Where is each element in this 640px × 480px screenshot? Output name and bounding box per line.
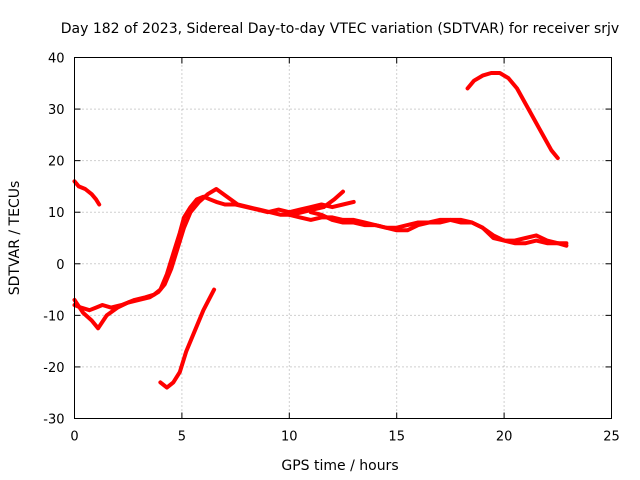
chart-title: Day 182 of 2023, Sidereal Day-to-day VTE… (61, 21, 619, 37)
y-tick-label: -30 (43, 413, 64, 428)
y-tick-label: -20 (43, 361, 64, 376)
y-tick-label: -10 (43, 309, 64, 324)
series-arc-g (465, 71, 560, 161)
y-tick-label: 0 (56, 258, 64, 273)
y-axis-title: SDTVAR / TECUs (7, 181, 23, 296)
y-tick-label: 20 (48, 155, 65, 170)
axis-ticks (74, 57, 612, 419)
x-tick-label: 10 (281, 430, 298, 445)
x-axis-title: GPS time / hours (281, 458, 398, 474)
y-tick-label: 10 (48, 206, 65, 221)
x-tick-label: 20 (496, 430, 513, 445)
x-tick-labels: 0 5 10 15 20 25 (70, 430, 619, 445)
x-tick-label: 5 (178, 430, 186, 445)
x-tick-label: 0 (70, 430, 78, 445)
series-arc-d (158, 287, 217, 390)
x-tick-label: 25 (603, 430, 620, 445)
series-arc-b (72, 194, 356, 313)
y-tick-labels: -30 -20 -10 0 10 20 30 40 (43, 52, 64, 428)
x-tick-label: 15 (388, 430, 405, 445)
plot-frame (74, 57, 612, 419)
data-traces (72, 71, 569, 390)
series-arc-f (308, 210, 569, 246)
series-arc-a (72, 179, 102, 207)
grid (74, 57, 612, 419)
y-tick-label: 30 (48, 103, 65, 118)
y-tick-label: 40 (48, 52, 65, 67)
